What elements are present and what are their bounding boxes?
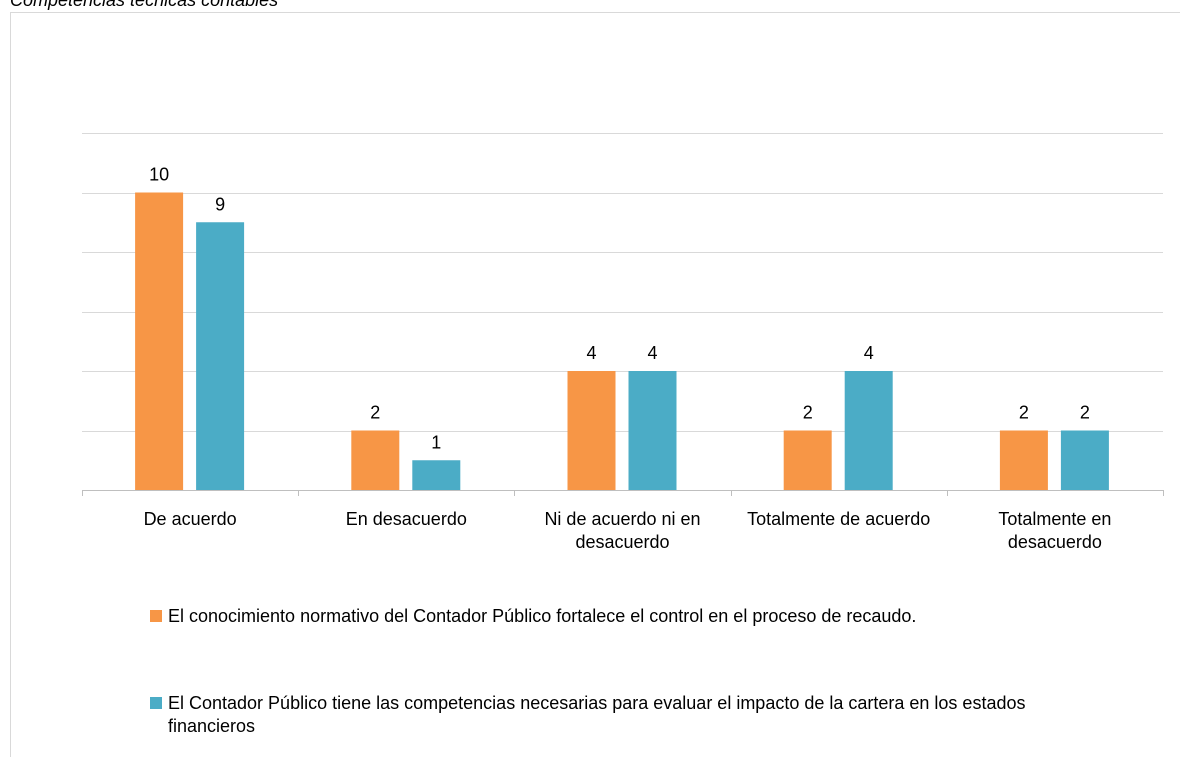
bar bbox=[351, 430, 400, 490]
data-label: 2 bbox=[803, 403, 813, 423]
bar bbox=[628, 371, 677, 490]
legend-label: El Contador Público tiene las competenci… bbox=[168, 693, 1026, 736]
data-label: 1 bbox=[431, 432, 441, 452]
data-label: 2 bbox=[370, 403, 380, 423]
legend-label: El conocimiento normativo del Contador P… bbox=[168, 606, 917, 626]
bar bbox=[783, 430, 832, 490]
x-tick-label: De acuerdo bbox=[143, 509, 237, 529]
legend-item: El conocimiento normativo del Contador P… bbox=[150, 605, 1085, 628]
data-label: 4 bbox=[647, 343, 657, 363]
bar bbox=[844, 371, 893, 490]
x-tick-label: Ni de acuerdo ni en desacuerdo bbox=[544, 509, 701, 552]
data-label: 2 bbox=[1080, 403, 1090, 423]
data-label: 10 bbox=[149, 165, 169, 185]
legend-swatch bbox=[150, 610, 162, 622]
bar bbox=[1060, 430, 1109, 490]
chart-title: Competencias técnicas contables bbox=[10, 0, 279, 10]
x-tick-label: En desacuerdo bbox=[345, 509, 467, 529]
bar bbox=[567, 371, 616, 490]
data-label: 4 bbox=[586, 343, 596, 363]
bar bbox=[412, 460, 461, 490]
data-label: 2 bbox=[1019, 403, 1029, 423]
x-tick-label: Totalmente de acuerdo bbox=[747, 509, 931, 529]
bar bbox=[196, 222, 245, 490]
legend-item: El Contador Público tiene las competenci… bbox=[150, 692, 1085, 738]
x-tick-label: Totalmente en desacuerdo bbox=[998, 509, 1112, 552]
bar bbox=[135, 192, 184, 490]
data-label: 9 bbox=[215, 194, 225, 214]
legend-swatch bbox=[150, 697, 162, 709]
data-label: 4 bbox=[864, 343, 874, 363]
bar bbox=[999, 430, 1048, 490]
